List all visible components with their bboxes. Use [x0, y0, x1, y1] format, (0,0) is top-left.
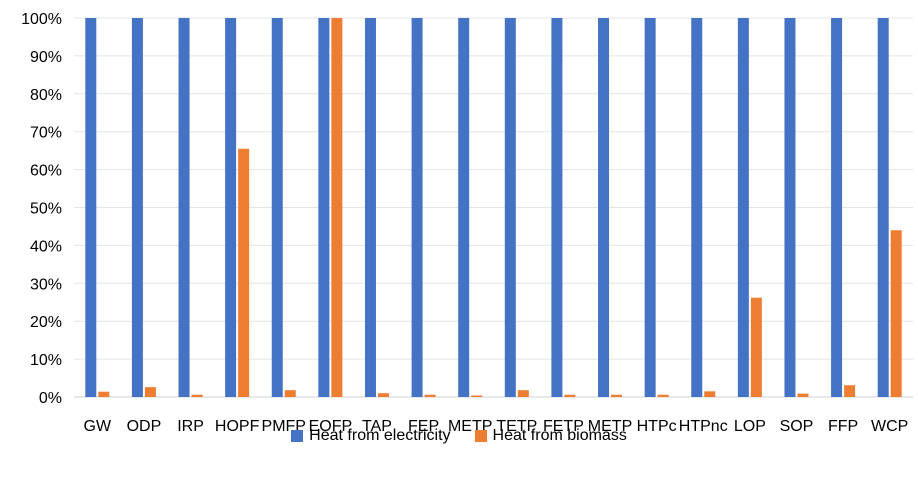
bar-electricity-12 — [644, 18, 656, 397]
x-tick-label: HTPc — [637, 418, 677, 435]
x-tick-label: IRP — [177, 418, 204, 435]
x-tick-label: HTPnc — [679, 418, 728, 435]
y-tick-label: 80% — [30, 87, 62, 104]
bar-electricity-11 — [598, 18, 610, 397]
x-tick-label: ODP — [127, 418, 162, 435]
bar-electricity-1 — [131, 18, 143, 397]
bar-electricity-16 — [831, 18, 843, 397]
bar-electricity-17 — [877, 18, 889, 397]
bar-biomass-11 — [611, 394, 623, 397]
bar-biomass-15 — [797, 393, 809, 397]
y-tick-label: 10% — [30, 352, 62, 369]
legend: Heat from electricity Heat from biomass — [0, 427, 918, 445]
bar-electricity-5 — [318, 18, 330, 397]
bar-biomass-8 — [471, 395, 483, 397]
legend-swatch-electricity — [291, 430, 304, 442]
x-tick-label: HOPF — [215, 418, 260, 435]
x-tick-label: FFP — [828, 418, 858, 435]
bar-biomass-2 — [191, 394, 203, 397]
y-tick-label: 30% — [30, 276, 62, 293]
bar-electricity-2 — [178, 18, 190, 397]
bars — [85, 18, 902, 397]
y-tick-label: 100% — [21, 11, 62, 28]
x-tick-label: FEP — [408, 418, 439, 435]
bar-electricity-10 — [551, 18, 563, 397]
x-tick-label: TAP — [362, 418, 392, 435]
x-tick-label: SOP — [780, 418, 814, 435]
bar-electricity-13 — [691, 18, 703, 397]
legend-label-electricity: Heat from electricity — [309, 427, 451, 444]
bar-electricity-3 — [225, 18, 237, 397]
y-tick-label: 40% — [30, 238, 62, 255]
bar-biomass-13 — [704, 391, 716, 397]
bar-biomass-1 — [144, 387, 156, 397]
gridlines — [74, 17, 913, 398]
bar-electricity-15 — [784, 18, 796, 397]
y-tick-label: 50% — [30, 201, 62, 218]
x-tick-label: METP — [588, 418, 632, 435]
bar-biomass-3 — [238, 148, 250, 397]
legend-label-biomass: Heat from biomass — [492, 427, 627, 444]
y-tick-label: 90% — [30, 49, 62, 66]
bar-electricity-6 — [364, 18, 376, 397]
bar-electricity-9 — [504, 18, 516, 397]
bar-biomass-6 — [377, 393, 389, 397]
y-tick-label: 60% — [30, 163, 62, 180]
y-axis-ticks: 0% 10% 20% 30% 40% 50% 60% 70% 80% 90% 100% — [21, 11, 62, 407]
x-tick-label: LOP — [734, 418, 766, 435]
bar-electricity-0 — [85, 18, 97, 397]
x-tick-label: FETP — [543, 418, 584, 435]
x-tick-label: TETP — [496, 418, 537, 435]
bar-biomass-7 — [424, 394, 436, 397]
legend-item-electricity: Heat from electricity — [291, 427, 451, 445]
y-tick-label: 70% — [30, 125, 62, 142]
bar-electricity-14 — [737, 18, 749, 397]
y-tick-label: 20% — [30, 314, 62, 331]
x-tick-label: GW — [84, 418, 112, 435]
bar-biomass-16 — [844, 385, 856, 397]
bar-biomass-9 — [517, 390, 529, 397]
bar-biomass-10 — [564, 394, 576, 397]
bar-electricity-4 — [271, 18, 283, 397]
y-tick-label: 0% — [39, 390, 62, 407]
bar-biomass-14 — [750, 297, 762, 397]
bar-biomass-12 — [657, 394, 669, 397]
x-tick-label: WCP — [871, 418, 908, 435]
bar-biomass-5 — [331, 18, 343, 397]
bar-electricity-8 — [458, 18, 470, 397]
bar-biomass-4 — [284, 390, 296, 397]
legend-item-biomass: Heat from biomass — [474, 427, 627, 445]
legend-swatch-biomass — [474, 430, 487, 442]
x-tick-label: EOFP — [309, 418, 353, 435]
bar-biomass-0 — [98, 391, 110, 397]
bar-electricity-7 — [411, 18, 423, 397]
bar-biomass-17 — [890, 230, 902, 397]
